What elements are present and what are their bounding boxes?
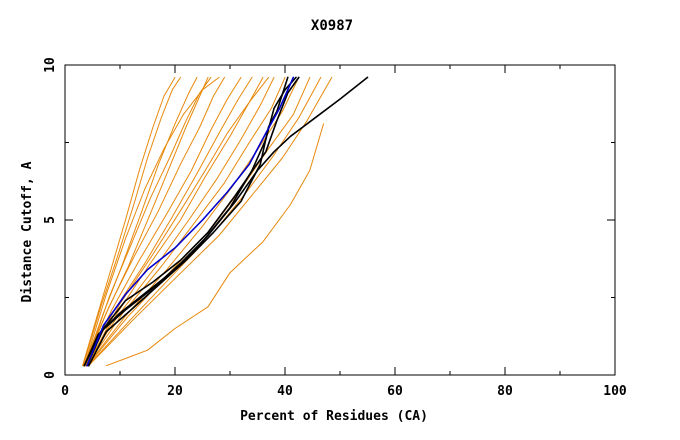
chart-title: X0987	[311, 18, 353, 34]
series-line-orange-5	[83, 76, 225, 367]
y-tick-label: 10	[43, 57, 58, 73]
series-line-orange-6	[84, 76, 242, 367]
series-line-orange-11	[86, 76, 300, 367]
x-tick-label: 60	[387, 384, 403, 399]
y-axis-label: Distance Cutoff, A	[20, 161, 35, 302]
series-line-black-20	[86, 76, 300, 367]
plot-frame	[64, 64, 616, 376]
series-line-blue-23	[86, 76, 295, 367]
series-line-orange-9	[84, 76, 275, 367]
ticks-layer: 0 20 40 60 80 100 0 5 10	[43, 57, 627, 399]
series-line-orange-1	[82, 76, 176, 367]
x-tick-label: 20	[167, 384, 183, 399]
series-line-orange-4	[84, 76, 209, 367]
x-tick-label: 40	[277, 384, 293, 399]
series-line-orange-17	[83, 76, 220, 367]
series-line-orange-16	[85, 76, 212, 367]
x-tick-label: 80	[497, 384, 513, 399]
series-line-orange-18	[105, 123, 324, 367]
y-tick-label: 5	[43, 216, 58, 224]
y-tick-label: 0	[43, 371, 58, 379]
x-tick-label: 100	[603, 384, 627, 399]
series-layer	[82, 76, 369, 367]
series-line-orange-13	[87, 76, 322, 367]
series-line-orange-2	[82, 76, 181, 367]
x-tick-label: 0	[61, 384, 69, 399]
x-axis-label: Percent of Residues (CA)	[240, 409, 428, 424]
series-line-black-22	[83, 76, 369, 367]
